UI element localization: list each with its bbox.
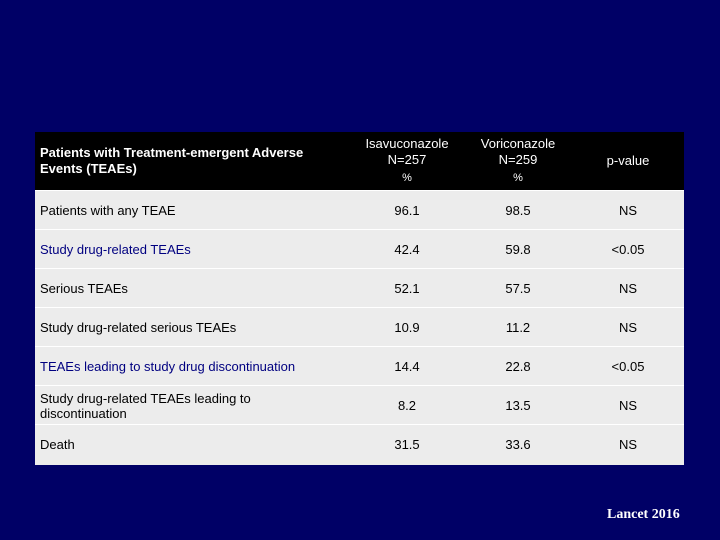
voriconazole-value: 13.5 xyxy=(505,398,531,413)
table-row: Study drug-related serious TEAEs 10.9 11… xyxy=(35,307,684,347)
voriconazole-value: 59.8 xyxy=(505,242,531,257)
row-label: Serious TEAEs xyxy=(40,281,128,296)
header-voriconazole: Voriconazole N=259 % xyxy=(463,132,573,190)
isavuconazole-value: 52.1 xyxy=(394,281,420,296)
table-row: Patients with any TEAE 96.1 98.5 NS xyxy=(35,190,684,230)
isavuconazole-value: 14.4 xyxy=(394,359,420,374)
voriconazole-value: 57.5 xyxy=(505,281,531,296)
row-label: Patients with any TEAE xyxy=(40,203,176,218)
isavuconazole-value: 42.4 xyxy=(394,242,420,257)
table-row: TEAEs leading to study drug discontinuat… xyxy=(35,346,684,386)
header-isavuconazole: Isavuconazole N=257 % xyxy=(352,132,462,190)
p-value: NS xyxy=(618,281,638,296)
p-value: NS xyxy=(618,437,638,452)
row-label: Study drug-related TEAEs leading to disc… xyxy=(40,390,251,421)
citation: Lancet 2016 xyxy=(607,507,680,522)
table-row: Study drug-related TEAEs 42.4 59.8 <0.05 xyxy=(35,229,684,269)
table-row: Serious TEAEs 52.1 57.5 NS xyxy=(35,268,684,308)
p-value: <0.05 xyxy=(611,242,645,257)
voriconazole-value: 33.6 xyxy=(505,437,531,452)
isavuconazole-value: 31.5 xyxy=(394,437,420,452)
header-isavuconazole-pct: % xyxy=(402,172,412,184)
p-value: NS xyxy=(618,320,638,335)
p-value: NS xyxy=(618,398,638,413)
p-value: <0.05 xyxy=(611,359,645,374)
table-row: Study drug-related TEAEs leading to disc… xyxy=(35,385,684,425)
header-isavuconazole-n: N=257 xyxy=(387,152,427,167)
isavuconazole-value: 10.9 xyxy=(394,320,420,335)
header-isavuconazole-name: Isavuconazole xyxy=(365,136,449,151)
row-label: Study drug-related TEAEs xyxy=(40,242,191,257)
voriconazole-value: 98.5 xyxy=(505,203,531,218)
header-teae-category: Patients with Treatment-emergent Adverse… xyxy=(40,145,304,176)
isavuconazole-value: 8.2 xyxy=(397,398,417,413)
header-voriconazole-pct: % xyxy=(513,172,523,184)
row-label: TEAEs leading to study drug discontinuat… xyxy=(40,359,296,374)
isavuconazole-value: 96.1 xyxy=(394,203,420,218)
adverse-events-table: Patients with Treatment-emergent Adverse… xyxy=(35,132,684,465)
p-value: NS xyxy=(618,203,638,218)
row-label: Study drug-related serious TEAEs xyxy=(40,320,237,335)
header-voriconazole-name: Voriconazole xyxy=(480,136,556,151)
voriconazole-value: 22.8 xyxy=(505,359,531,374)
row-label: Death xyxy=(40,437,75,452)
header-voriconazole-n: N=259 xyxy=(498,152,538,167)
table-row: Death 31.5 33.6 NS xyxy=(35,424,684,464)
voriconazole-value: 11.2 xyxy=(505,320,531,335)
table-header: Patients with Treatment-emergent Adverse… xyxy=(35,132,684,190)
header-p-value: p-value xyxy=(606,153,650,168)
